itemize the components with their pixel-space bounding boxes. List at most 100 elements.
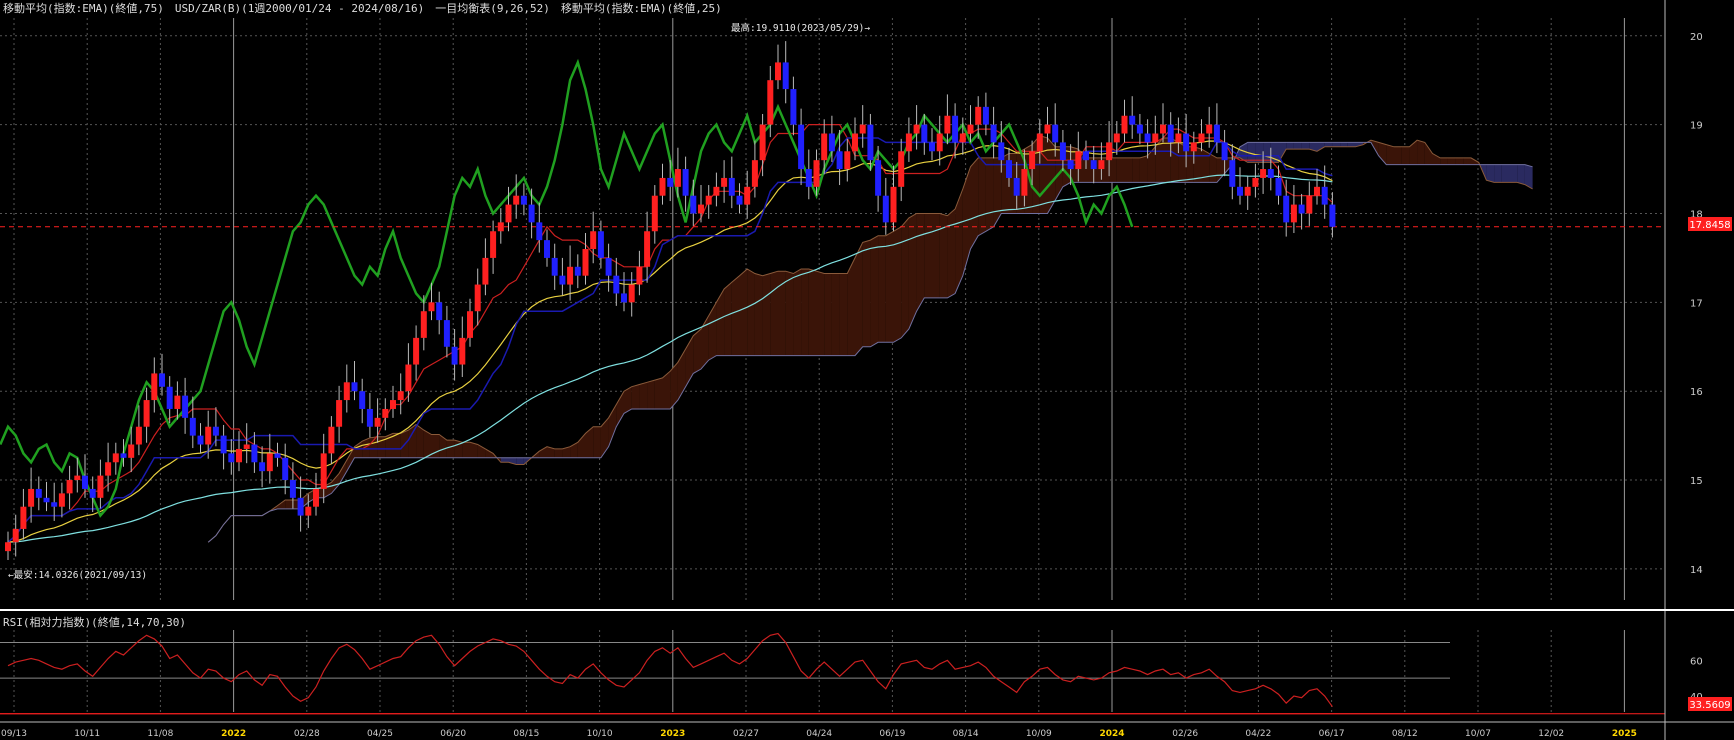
- cloud-segment: [1501, 164, 1510, 183]
- candle-body: [135, 426, 142, 445]
- candle-body: [605, 257, 612, 276]
- cloud-segment: [955, 189, 963, 294]
- candle-body: [490, 231, 497, 258]
- candle-body: [790, 89, 797, 125]
- candle-body: [1198, 133, 1205, 143]
- cloud-segment: [346, 446, 355, 472]
- cloud-segment: [547, 446, 555, 458]
- senkou-span-b: [207, 141, 1533, 543]
- candle-body: [975, 106, 982, 125]
- cloud-segment: [1440, 157, 1448, 165]
- candle-body: [905, 133, 912, 152]
- cloud-segment: [908, 213, 917, 329]
- cloud-segment: [677, 348, 686, 401]
- candle-body: [1237, 186, 1243, 196]
- candle-body: [644, 231, 651, 267]
- last-price-box: [1688, 217, 1732, 231]
- x-tick-label: 06/20: [440, 729, 466, 739]
- candle-body: [74, 475, 81, 481]
- candle-body: [967, 124, 974, 134]
- candle-body: [120, 453, 127, 458]
- cloud-segment: [1432, 153, 1441, 165]
- cloud-segment: [1409, 140, 1418, 165]
- cloud-segment: [1494, 164, 1502, 183]
- candle-body: [166, 386, 173, 409]
- candle-body: [852, 133, 858, 152]
- cloud-segment: [485, 448, 494, 458]
- candle-body: [713, 186, 720, 196]
- candle-body: [944, 115, 951, 134]
- candle-body: [1121, 115, 1128, 134]
- candle-body: [875, 160, 882, 196]
- candle-body: [1244, 186, 1251, 196]
- candle-body: [821, 133, 828, 161]
- candle-body: [482, 257, 489, 285]
- candle-body: [82, 475, 88, 489]
- candle-body: [105, 462, 112, 476]
- candle-body: [405, 364, 412, 392]
- cloud-segment: [631, 384, 640, 409]
- candle-body: [1290, 204, 1297, 223]
- low-annotation: ←最安:14.0326(2021/09/13): [8, 569, 147, 581]
- cloud-segment: [970, 157, 979, 250]
- cloud-segment: [1301, 142, 1310, 150]
- candle-body: [574, 266, 581, 276]
- candle-body: [212, 426, 219, 436]
- candle-body: [736, 195, 743, 205]
- candle-body: [459, 337, 466, 365]
- candle-body: [305, 506, 312, 516]
- candle-body: [621, 293, 627, 303]
- cloud-segment: [1317, 142, 1325, 152]
- cloud-segment: [947, 209, 956, 298]
- candlesticks: [5, 41, 1336, 561]
- candle-body: [128, 444, 135, 458]
- candle-body: [628, 284, 635, 303]
- x-tick-label: 09/13: [1, 729, 27, 739]
- candle-body: [1052, 124, 1059, 143]
- cloud-segment: [439, 434, 447, 458]
- cloud-segment: [778, 271, 786, 356]
- cloud-segment: [500, 457, 509, 463]
- candle-body: [1113, 133, 1120, 143]
- cloud-segment: [339, 460, 347, 485]
- candle-body: [898, 151, 905, 187]
- cloud-segment: [1355, 142, 1364, 147]
- candle-body: [567, 266, 574, 285]
- candle-body: [374, 417, 381, 427]
- candle-body: [844, 151, 851, 170]
- cloud-segment: [932, 213, 940, 298]
- candle-body: [182, 395, 189, 418]
- x-tick-label: 04/25: [367, 729, 393, 739]
- candle-body: [1298, 204, 1305, 214]
- candle-body: [1314, 186, 1320, 196]
- candle-body: [282, 457, 289, 481]
- cloud-segment: [1486, 164, 1495, 183]
- y-tick-label: 20: [1690, 32, 1703, 43]
- x-tick-label: 08/12: [1392, 729, 1418, 739]
- candle-body: [497, 222, 504, 232]
- candle-body: [936, 133, 943, 152]
- x-tick-label: 10/10: [587, 729, 613, 739]
- candle-body: [297, 497, 304, 516]
- candle-body: [428, 302, 435, 312]
- cloud-segment: [1278, 142, 1287, 163]
- candle-body: [1183, 133, 1190, 152]
- candle-body: [359, 391, 366, 409]
- candle-body: [544, 240, 550, 258]
- candle-body: [1206, 124, 1213, 134]
- candle-body: [751, 160, 758, 187]
- candle-body: [528, 204, 535, 223]
- cloud-segment: [978, 157, 986, 236]
- cloud-segment: [277, 500, 286, 509]
- candle-body: [236, 448, 242, 463]
- candle-body: [698, 204, 704, 214]
- candle-body: [1221, 142, 1228, 161]
- cloud-segment: [1240, 142, 1248, 163]
- cloud-segment: [916, 213, 925, 312]
- cloud-segment: [1517, 164, 1525, 185]
- senkou-span-a: [207, 135, 1533, 543]
- candle-body: [513, 195, 520, 205]
- cloud-segment: [331, 473, 340, 494]
- cloud-segment: [593, 426, 601, 458]
- cloud-segment: [477, 444, 486, 458]
